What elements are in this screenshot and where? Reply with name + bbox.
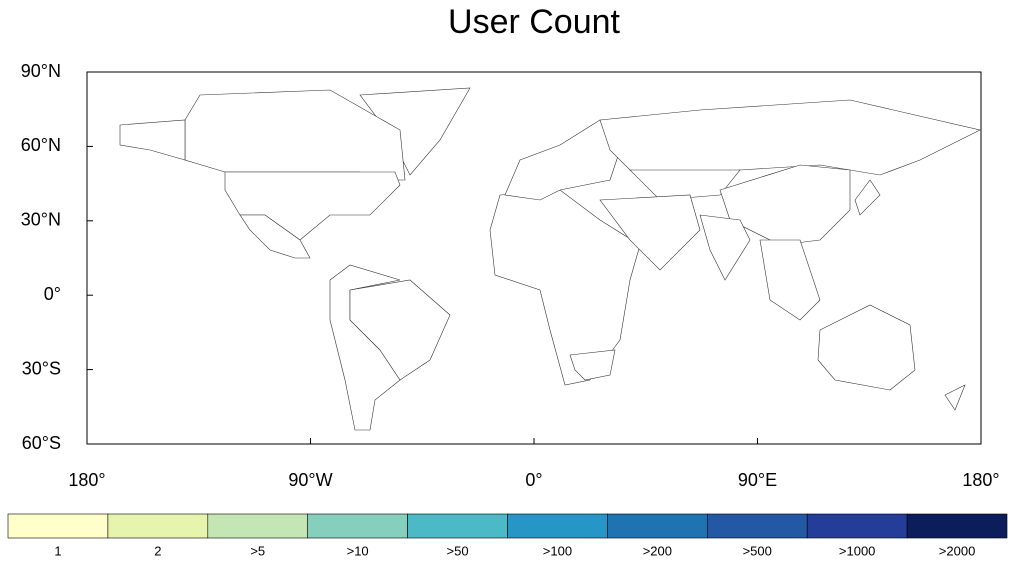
- legend-label: >2000: [939, 543, 976, 558]
- legend-swatch: [407, 513, 508, 539]
- legend-swatch: [107, 513, 209, 539]
- y-tick-label: 90°N: [21, 61, 61, 81]
- legend-swatch: [507, 513, 608, 539]
- south-africa: [569, 349, 616, 381]
- middle-east: [599, 194, 701, 271]
- africa: [489, 189, 641, 386]
- japan: [854, 179, 881, 216]
- legend-label: >500: [743, 543, 772, 558]
- legend-label: >200: [643, 543, 672, 558]
- legend-label: >1000: [839, 543, 876, 558]
- central-asia: [629, 169, 741, 201]
- legend-swatch: [207, 513, 309, 539]
- x-tick-label: 180°: [962, 470, 999, 490]
- legend-swatch: [806, 513, 908, 539]
- legend-swatch: [7, 513, 109, 539]
- southeast-asia: [759, 239, 821, 321]
- mexico: [239, 214, 311, 259]
- legend-swatch: [906, 513, 1008, 539]
- india: [699, 214, 751, 281]
- alaska: [119, 119, 186, 161]
- legend-label: >50: [447, 543, 469, 558]
- x-tick-label: 90°W: [288, 470, 332, 490]
- legend-label: 2: [154, 543, 161, 558]
- legend-swatch: [706, 513, 808, 539]
- legend-swatch: [307, 513, 408, 539]
- x-tick-label: 90°E: [738, 470, 777, 490]
- x-tick-label: 180°: [68, 470, 105, 490]
- europe: [504, 119, 621, 201]
- y-tick-label: 0°: [44, 284, 61, 304]
- new-zealand: [944, 384, 966, 411]
- x-tick-label: 0°: [525, 470, 542, 490]
- legend-label: 1: [54, 543, 61, 558]
- russia: [599, 99, 981, 176]
- countries: [119, 87, 981, 431]
- brazil: [349, 279, 451, 381]
- legend-label: >10: [347, 543, 369, 558]
- y-tick-label: 30°N: [21, 210, 61, 230]
- y-tick-label: 60°S: [22, 433, 61, 453]
- map-title: User Count: [448, 3, 621, 41]
- legend-label: >5: [250, 543, 265, 558]
- legend-swatch: [607, 513, 708, 539]
- australia: [817, 304, 916, 391]
- y-tick-label: 30°S: [22, 358, 61, 378]
- usa: [224, 171, 401, 241]
- y-tick-label: 60°N: [21, 135, 61, 155]
- legend-label: >100: [543, 543, 572, 558]
